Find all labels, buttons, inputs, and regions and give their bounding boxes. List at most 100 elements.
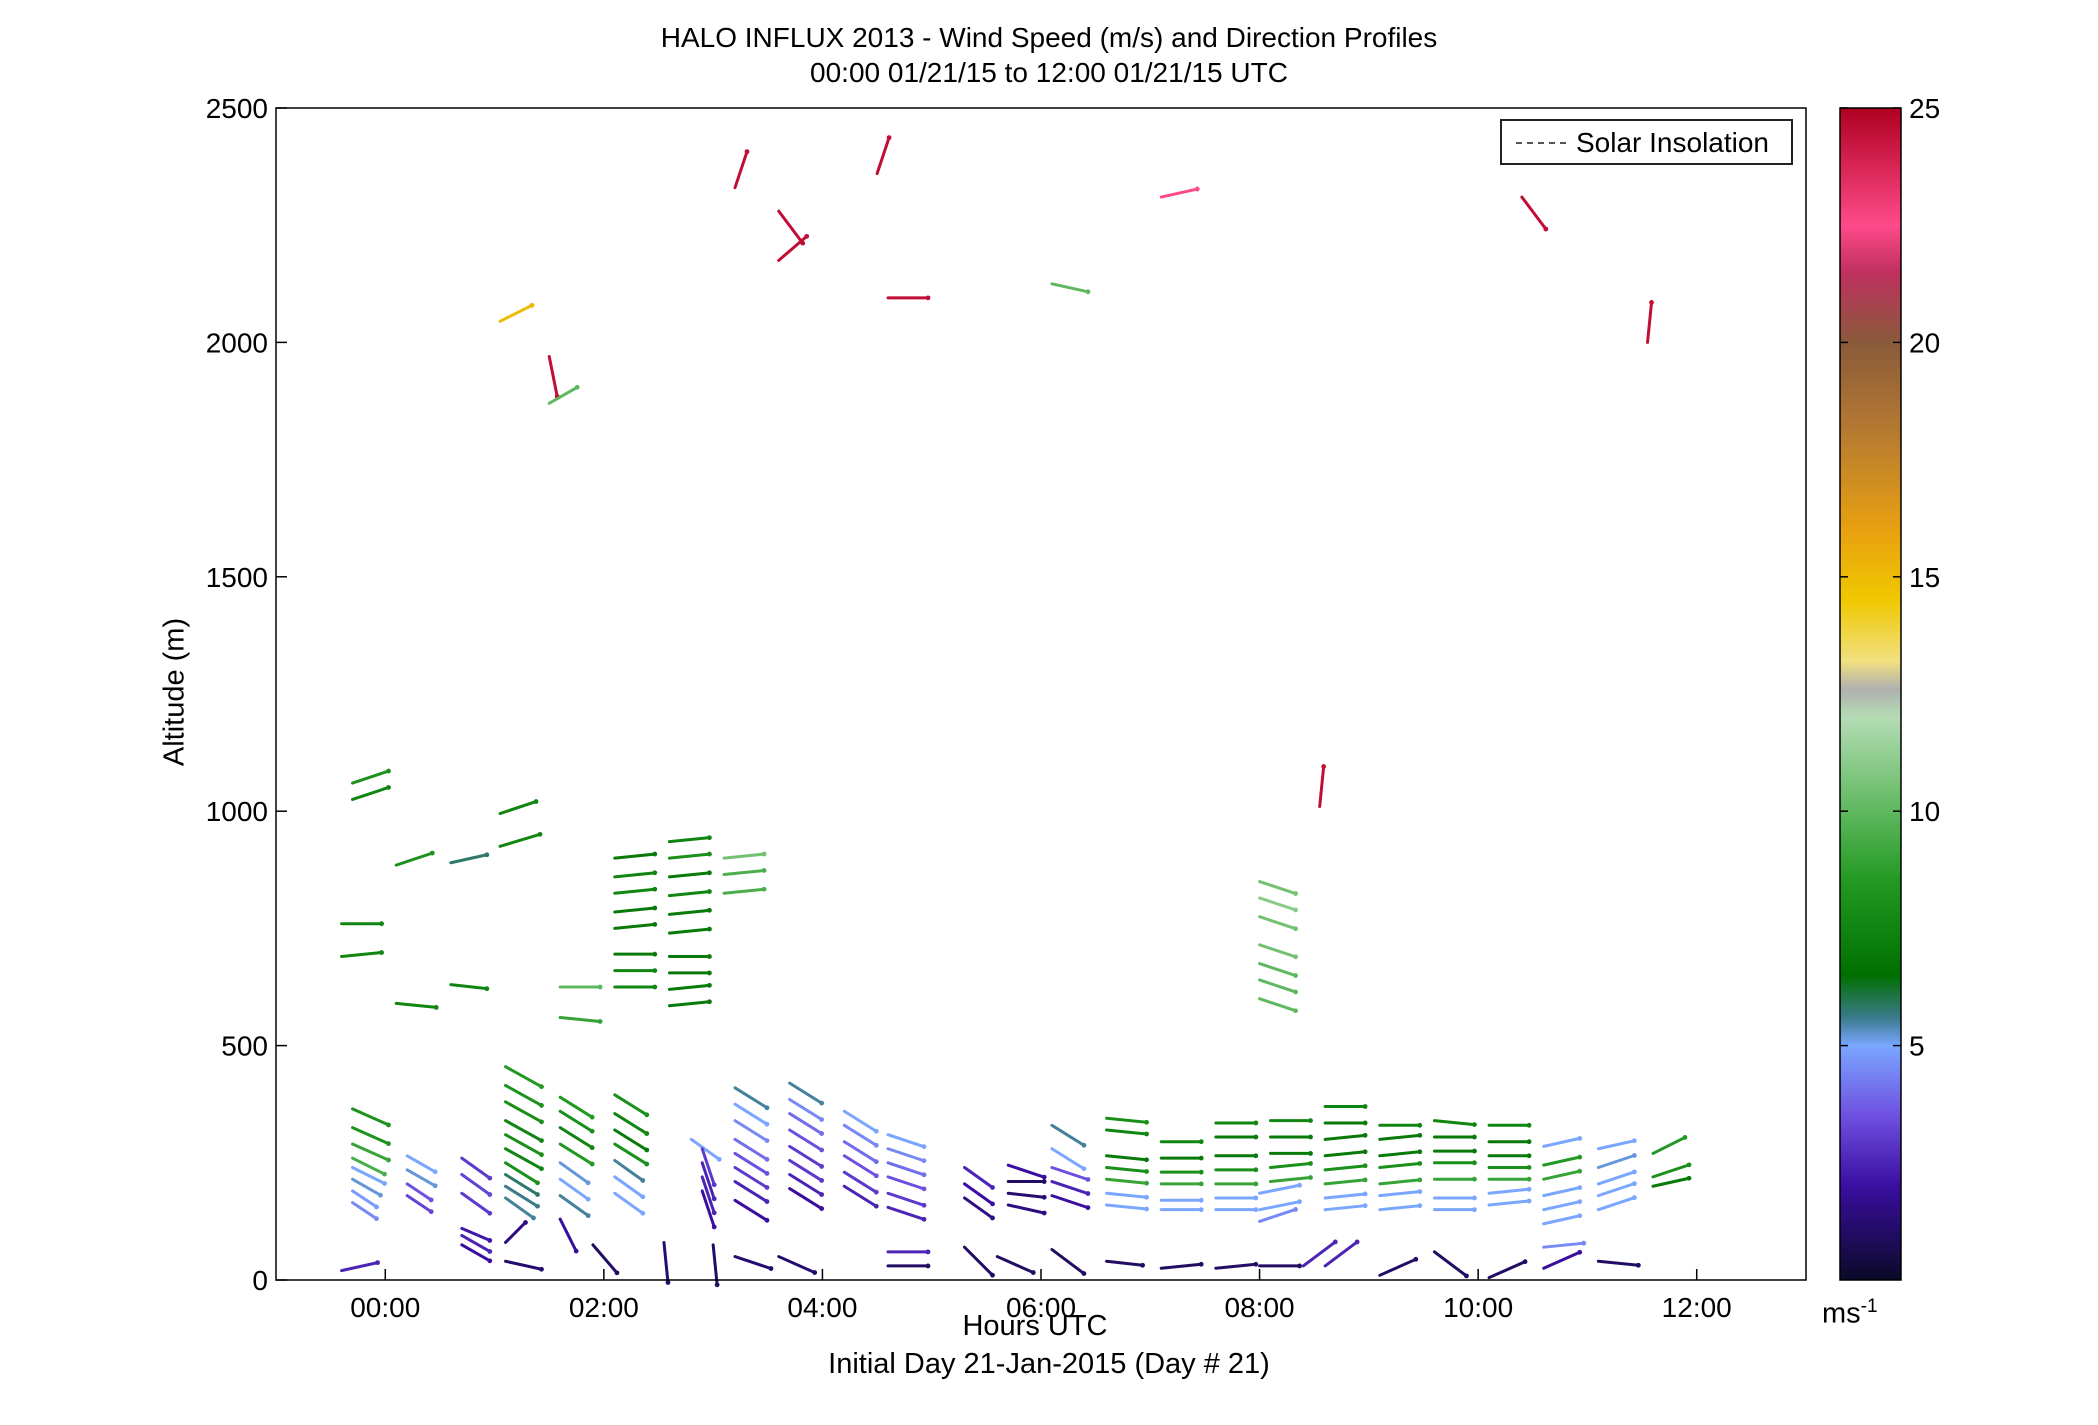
wind-vector-head <box>1526 1122 1532 1128</box>
wind-vector <box>340 1261 380 1273</box>
wind-vector <box>1542 1200 1582 1212</box>
chart-title: HALO INFLUX 2013 - Wind Speed (m/s) and … <box>660 22 1438 53</box>
wind-vector <box>613 1093 649 1117</box>
wind-vector <box>1301 1240 1337 1268</box>
wind-vector <box>875 136 891 176</box>
wind-vector <box>504 1133 543 1157</box>
wind-vector <box>788 1098 824 1122</box>
wind-vector <box>504 1083 543 1107</box>
colorbar-units-exponent: -1 <box>1860 1296 1878 1317</box>
wind-vector-head <box>574 384 580 390</box>
wind-vector-head <box>374 1216 379 1222</box>
wind-vector <box>449 853 489 865</box>
wind-vector-head <box>1417 1122 1423 1128</box>
wind-vector <box>733 1165 769 1189</box>
wind-vector <box>1258 896 1298 912</box>
wind-vector-head <box>819 1192 825 1197</box>
wind-vector-head <box>1253 1181 1259 1187</box>
wind-vector <box>504 1196 535 1220</box>
legend-dashed-line <box>1516 142 1566 144</box>
wind-vector <box>504 1173 539 1197</box>
wind-vector <box>842 1154 878 1178</box>
wind-vector <box>963 1165 994 1189</box>
wind-vector-head <box>644 1131 650 1136</box>
wind-vector-head <box>761 886 767 892</box>
wind-vector-head <box>640 1178 646 1183</box>
wind-vector <box>886 1161 926 1177</box>
wind-vector-head <box>707 970 712 976</box>
wind-vector <box>460 1233 492 1253</box>
wind-vector-head <box>819 1178 825 1183</box>
wind-vector-head <box>539 1166 544 1172</box>
wind-vector <box>351 1142 390 1162</box>
wind-vector-head <box>1577 1199 1583 1205</box>
wind-vector-head <box>873 1159 879 1165</box>
wind-vector-head <box>1354 1239 1360 1245</box>
wind-vector <box>1258 997 1298 1013</box>
wind-vector-head <box>873 1189 879 1195</box>
wind-vector <box>558 1217 578 1253</box>
y-tick-label: 2500 <box>206 93 268 124</box>
wind-vector-head <box>1332 1239 1338 1245</box>
x-tick-label: 04:00 <box>787 1292 857 1323</box>
legend-label: Solar Insolation <box>1576 127 1770 158</box>
chart-subtitle: 00:00 01/21/15 to 12:00 01/21/15 UTC <box>810 57 1288 88</box>
wind-vector <box>504 1147 543 1171</box>
wind-vector <box>1378 1204 1422 1212</box>
wind-vector-head <box>1253 1261 1259 1267</box>
wind-vector-head <box>378 1192 383 1198</box>
colorbar-units-base: ms <box>1822 1297 1861 1330</box>
wind-vector <box>667 927 711 935</box>
wind-vector-head <box>921 1158 927 1164</box>
x-tick-label: 10:00 <box>1443 1292 1513 1323</box>
wind-vector-head <box>1253 1120 1259 1126</box>
wind-vector-head <box>1577 1135 1583 1141</box>
wind-vector-head <box>1362 1177 1368 1183</box>
wind-vector-head <box>535 1192 540 1197</box>
wind-vector <box>1258 962 1298 978</box>
wind-vector <box>613 1112 649 1136</box>
wind-vector-head <box>382 1181 387 1186</box>
wind-vector-head <box>1472 1122 1477 1128</box>
wind-vector-head <box>386 1122 391 1128</box>
wind-vector-head <box>1308 1175 1313 1180</box>
wind-vector-head <box>707 851 712 857</box>
x-tick-label: 08:00 <box>1225 1292 1295 1323</box>
wind-vector-head <box>1526 1198 1532 1204</box>
wind-vector-head <box>707 835 712 841</box>
wind-vector <box>1318 765 1326 809</box>
wind-vector-head <box>921 1144 927 1150</box>
wind-vector-head <box>711 1182 717 1188</box>
colorbar-tick-label: 5 <box>1909 1031 1925 1062</box>
wind-vector-head <box>1253 1207 1259 1213</box>
wind-vector-head <box>432 1169 438 1175</box>
wind-vector <box>1596 1139 1636 1151</box>
wind-vector <box>1258 1200 1302 1212</box>
wind-vector-head <box>1297 1182 1302 1188</box>
wind-vector <box>1596 1170 1636 1186</box>
wind-vector-head <box>990 1215 995 1221</box>
wind-vector <box>788 1081 824 1105</box>
wind-vector-head <box>537 831 543 837</box>
wind-vector <box>788 1158 824 1182</box>
wind-vector-head <box>764 1217 770 1223</box>
wind-vector <box>1159 1262 1203 1270</box>
wind-vector-head <box>714 1282 720 1288</box>
wind-vector <box>351 769 390 785</box>
wind-vector-head <box>386 768 391 774</box>
wind-vector-head <box>487 1210 493 1216</box>
wind-vector <box>1159 187 1199 199</box>
legend: Solar Insolation <box>1500 119 1793 165</box>
wind-vector <box>1432 1119 1476 1127</box>
wind-vector-head <box>1581 1240 1587 1246</box>
wind-vector <box>886 1133 926 1149</box>
wind-vector-head <box>428 1209 434 1215</box>
wind-vector-head <box>589 1114 595 1120</box>
wind-vector-head <box>711 1210 717 1216</box>
wind-vector <box>460 1173 492 1197</box>
wind-vector <box>1596 1182 1636 1198</box>
wind-vector-head <box>1472 1176 1477 1182</box>
wind-vector <box>1050 1194 1090 1210</box>
wind-vector <box>700 1161 716 1201</box>
